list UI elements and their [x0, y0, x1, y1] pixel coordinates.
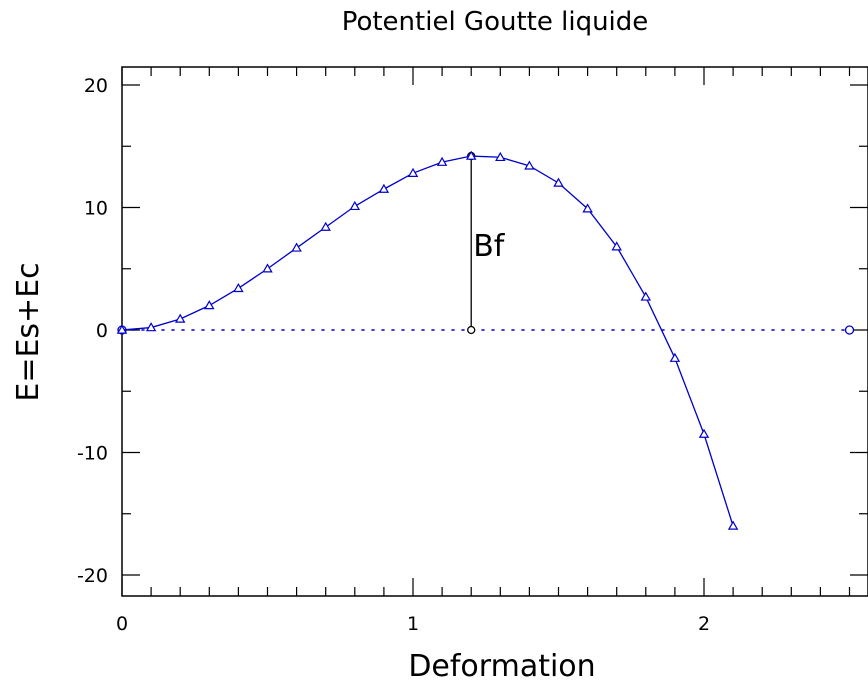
data-point	[554, 179, 562, 186]
data-point	[292, 244, 300, 251]
data-point	[351, 202, 359, 209]
series-line	[122, 156, 733, 526]
plot-frame	[122, 67, 868, 596]
series-group	[118, 152, 738, 529]
data-point	[176, 315, 184, 322]
tick-labels: 0 1 2 -20 -10 0 10 20	[77, 75, 710, 635]
data-point	[322, 223, 330, 230]
data-point	[234, 284, 242, 291]
data-point	[263, 265, 271, 272]
barrier-annotation: Bf	[468, 153, 506, 334]
barrier-bottom-marker	[468, 327, 475, 334]
x-axis-label: Deformation	[408, 649, 595, 684]
barrier-label: Bf	[473, 229, 506, 264]
x-tick-label: 1	[407, 613, 419, 635]
x-tick-label: 2	[698, 613, 710, 635]
y-tick-label: 0	[96, 320, 108, 342]
reference-line	[118, 326, 854, 334]
data-point	[205, 301, 213, 308]
data-point	[700, 430, 708, 437]
y-tick-label: -20	[77, 565, 108, 587]
y-tick-label: 20	[84, 75, 108, 97]
zero-line-end-marker	[846, 326, 854, 334]
data-point	[642, 293, 650, 300]
axis-ticks	[122, 67, 868, 596]
data-point	[729, 522, 737, 529]
chart-title: Potentiel Goutte liquide	[342, 7, 649, 37]
y-axis-label: E=Es+Ec	[11, 262, 46, 401]
data-point	[671, 354, 679, 361]
data-point	[380, 185, 388, 192]
x-tick-label: 0	[116, 613, 128, 635]
y-tick-label: 10	[84, 198, 108, 220]
y-tick-label: -10	[77, 443, 108, 465]
